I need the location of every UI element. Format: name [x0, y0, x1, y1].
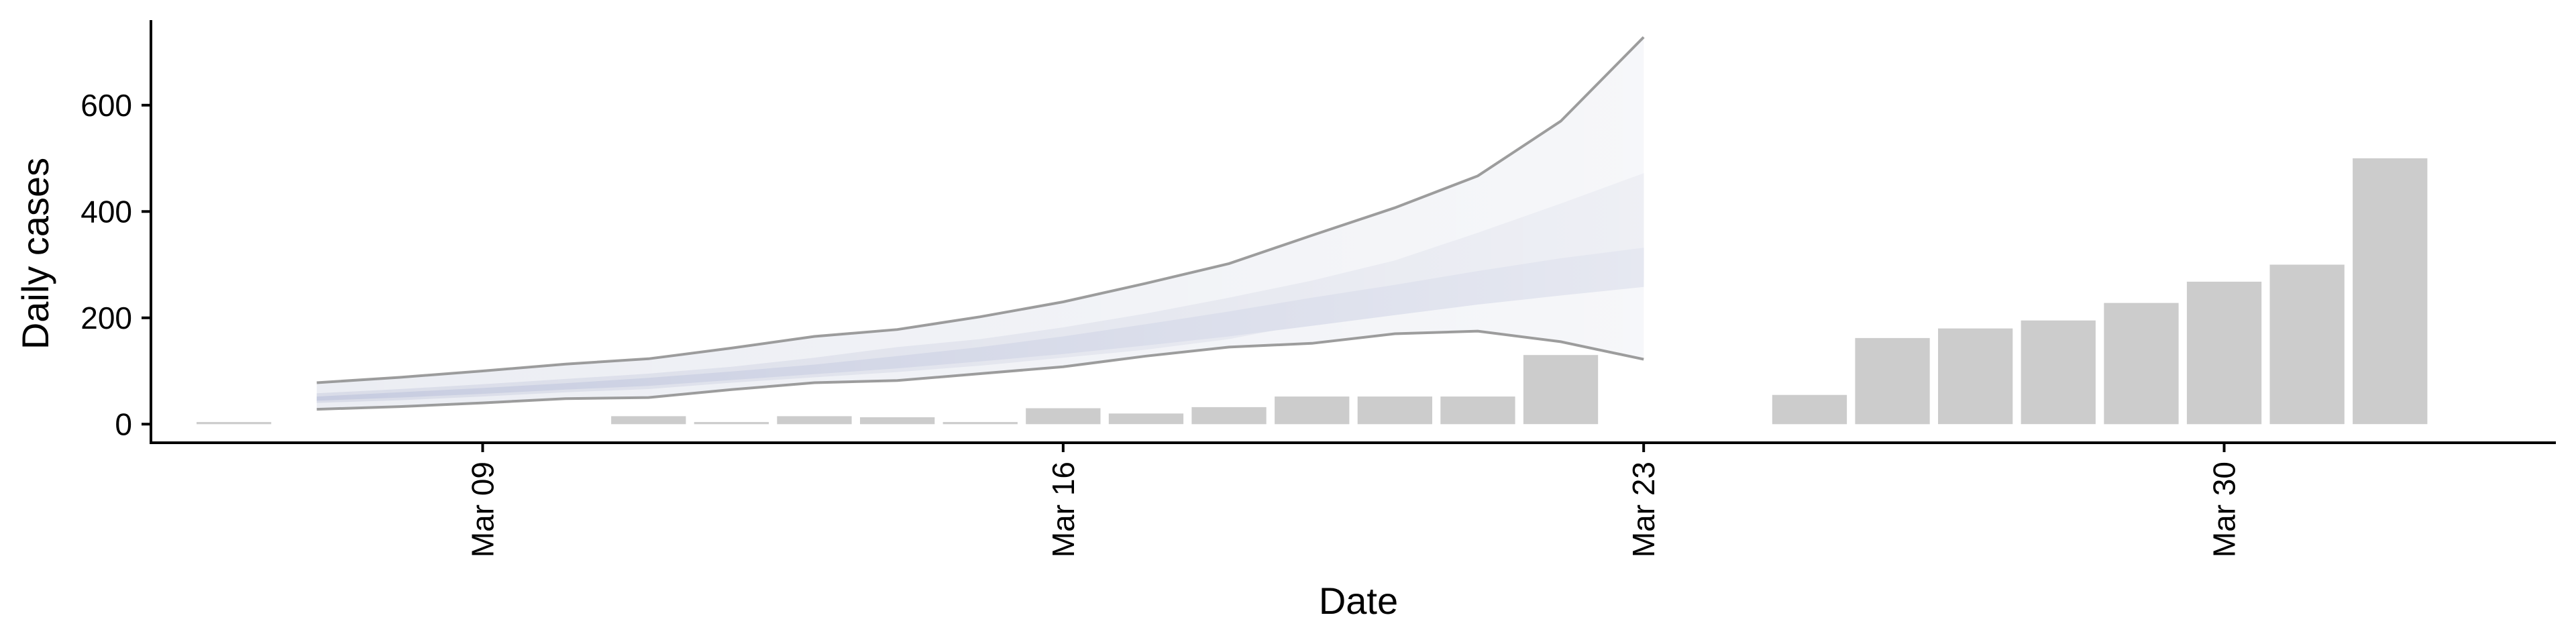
- forecast-lower-bound-line: [317, 329, 1644, 411]
- forecast-upper-bound-line: [317, 36, 1645, 384]
- bar-2020-03-26: [1855, 337, 1930, 425]
- forecast-fade-overlay: [317, 20, 1644, 443]
- daily-case-bars: [197, 158, 2428, 425]
- y-tick-label: 200: [80, 301, 132, 335]
- bar-2020-03-15: [943, 422, 1018, 425]
- y-axis-title: Daily cases: [14, 158, 56, 350]
- y-tick-label: 0: [115, 407, 132, 441]
- x-tick-label: Mar 09: [465, 462, 500, 557]
- axes: [150, 20, 2556, 444]
- bar-2020-04-01: [2353, 158, 2428, 425]
- forecast-bands: [317, 20, 1645, 443]
- bar-2020-03-17: [1108, 413, 1184, 425]
- bar-2020-03-22: [1523, 355, 1599, 425]
- y-tick-label: 600: [80, 88, 132, 123]
- bar-2020-03-29: [2104, 303, 2179, 425]
- bar-2020-03-16: [1026, 408, 1101, 425]
- bar-2020-03-31: [2269, 264, 2345, 425]
- x-tick-label: Mar 23: [1626, 462, 1661, 557]
- bar-2020-03-12: [694, 422, 769, 425]
- bar-2020-03-21: [1440, 396, 1515, 425]
- bar-2020-03-20: [1357, 396, 1432, 425]
- bar-2020-03-19: [1275, 396, 1350, 425]
- x-axis-title: Date: [1319, 580, 1398, 622]
- bar-2020-03-25: [1772, 394, 1847, 425]
- x-tick-label: Mar 16: [1046, 462, 1081, 557]
- bar-2020-03-14: [860, 417, 935, 425]
- tick-labels: 0 200 400 600 Mar 09 Mar 16 Mar 23 Mar 30: [80, 88, 2241, 557]
- bar-2020-03-30: [2186, 281, 2262, 425]
- bar-2020-03-06: [197, 422, 272, 425]
- bar-2020-03-28: [2021, 320, 2096, 425]
- bar-2020-03-11: [611, 416, 686, 425]
- bar-2020-03-18: [1191, 407, 1267, 425]
- bar-2020-03-27: [1938, 328, 2013, 425]
- bar-2020-03-13: [777, 416, 852, 425]
- y-tick-label: 400: [80, 194, 132, 229]
- x-tick-label: Mar 30: [2207, 462, 2242, 557]
